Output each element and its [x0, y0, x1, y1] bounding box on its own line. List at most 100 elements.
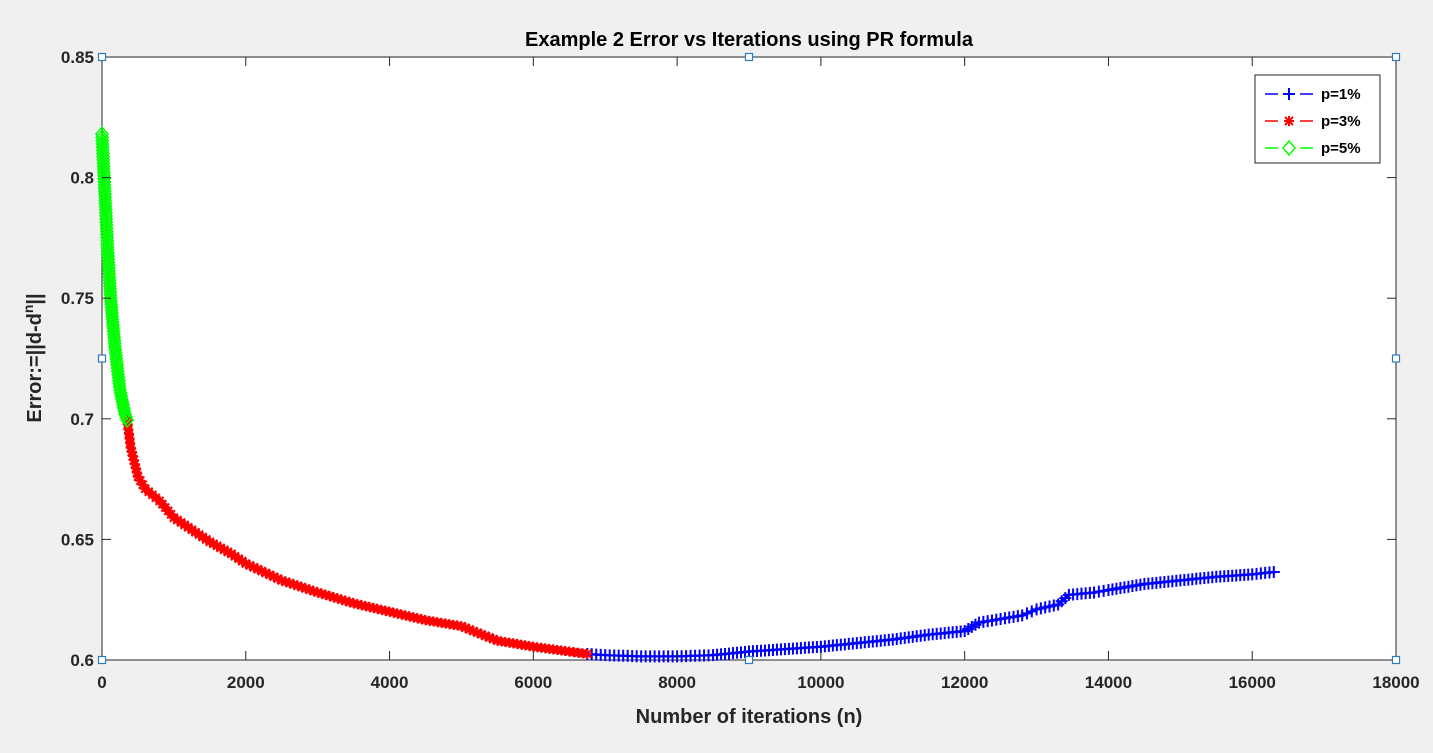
legend[interactable]: p=1% p=3% p=5%	[1254, 74, 1381, 164]
data-point-marker	[264, 569, 275, 580]
x-axis-title: Number of iterations (n)	[636, 706, 863, 728]
data-point-marker	[308, 586, 319, 597]
legend-marker	[1282, 139, 1296, 157]
data-point-marker	[324, 591, 335, 602]
x-tick-label: 18000	[1372, 673, 1419, 692]
data-point-marker	[256, 566, 267, 577]
resize-handle[interactable]	[1391, 354, 1401, 363]
data-point-marker	[476, 629, 487, 640]
y-tick-label: 0.75	[61, 289, 94, 308]
data-point-marker	[312, 587, 323, 598]
data-point-marker	[304, 584, 315, 595]
data-point-marker	[137, 479, 148, 490]
ticks-layer: 0 2000 4000 6000 8000 10000 12000 14000 16000 180…	[61, 48, 1420, 692]
x-tick-label: 16000	[1229, 673, 1276, 692]
data-point-marker	[316, 588, 327, 599]
data-point-marker	[240, 558, 251, 569]
data-point-marker	[215, 542, 226, 553]
data-point-marker	[484, 632, 495, 643]
data-point-marker	[480, 630, 491, 641]
legend-marker	[1283, 88, 1295, 100]
resize-handle[interactable]	[744, 655, 754, 665]
data-point-marker	[280, 576, 291, 587]
x-tick-label: 10000	[797, 673, 844, 692]
data-point-marker	[212, 540, 223, 551]
y-tick-label: 0.8	[70, 169, 94, 188]
data-point-marker	[456, 621, 467, 632]
data-point-marker	[219, 544, 230, 555]
y-axis-title: Error:=||d-dn||	[20, 293, 46, 422]
data-point-marker	[244, 560, 255, 571]
data-point-marker	[464, 624, 475, 635]
series-p=1%	[581, 565, 1280, 663]
data-point-marker	[296, 582, 307, 593]
data-point-marker	[130, 463, 141, 474]
x-tick-label: 14000	[1085, 673, 1132, 692]
data-point-marker	[472, 627, 483, 638]
x-tick-label: 4000	[371, 673, 409, 692]
legend-label: p=3%	[1321, 113, 1361, 130]
resize-handle[interactable]	[97, 52, 107, 62]
data-point-marker	[340, 595, 351, 606]
data-point-marker	[260, 567, 271, 578]
data-point-marker	[222, 546, 233, 557]
data-point-marker	[582, 648, 593, 659]
data-point-marker	[118, 405, 132, 423]
y-axis-title-main: Error:=||d-d	[24, 313, 46, 423]
x-tick-label: 2000	[227, 673, 265, 692]
data-point-marker	[328, 592, 339, 603]
x-tick-label: 0	[97, 673, 106, 692]
data-point-marker	[125, 442, 136, 453]
data-point-marker	[488, 634, 499, 645]
data-point-marker	[276, 575, 287, 586]
y-tick-label: 0.6	[70, 651, 94, 670]
data-point-marker	[288, 579, 299, 590]
data-point-marker	[272, 573, 283, 584]
data-point-marker	[126, 446, 137, 457]
data-point-marker	[204, 536, 215, 547]
legend-label: p=1%	[1321, 86, 1361, 103]
x-tick-label: 12000	[941, 673, 988, 692]
data-point-marker	[131, 467, 142, 478]
resize-handle[interactable]	[97, 354, 107, 363]
selection-handles[interactable]	[97, 52, 1401, 665]
data-point-marker	[460, 622, 471, 633]
series-layer	[95, 126, 1280, 663]
data-point-marker	[128, 455, 139, 466]
legend-marker	[1284, 116, 1294, 126]
y-tick-label: 0.7	[70, 410, 94, 429]
legend-label: p=5%	[1321, 140, 1361, 157]
resize-handle[interactable]	[97, 655, 107, 665]
chart-title: Example 2 Error vs Iterations using PR f…	[525, 29, 974, 51]
data-point-marker	[120, 411, 135, 429]
data-point-marker	[292, 580, 303, 591]
legend-items: p=1% p=3% p=5%	[1265, 86, 1361, 157]
resize-handle[interactable]	[1391, 52, 1401, 62]
data-point-marker	[320, 589, 331, 600]
data-point-marker	[129, 459, 140, 470]
y-tick-label: 0.65	[61, 530, 94, 549]
y-tick-label: 0.85	[61, 48, 94, 67]
data-point-marker	[468, 626, 479, 637]
data-point-marker	[116, 396, 131, 414]
x-tick-label: 8000	[658, 673, 696, 692]
series-p=3%	[122, 415, 593, 659]
data-point-marker	[336, 594, 347, 605]
data-point-marker	[344, 597, 355, 608]
data-point-marker	[1267, 565, 1280, 578]
y-axis-title-tail: ||	[24, 293, 46, 304]
data-point-marker	[127, 451, 138, 462]
plot-area	[101, 56, 1397, 661]
data-point-marker	[332, 593, 343, 604]
x-tick-label: 6000	[514, 673, 552, 692]
resize-handle[interactable]	[1391, 655, 1401, 665]
resize-handle[interactable]	[744, 52, 754, 62]
y-axis-title-superscript: n	[20, 305, 36, 314]
data-point-marker	[268, 571, 279, 582]
data-point-marker	[208, 538, 219, 549]
data-point-marker	[252, 564, 263, 575]
data-point-marker	[248, 562, 259, 573]
legend-box	[1254, 74, 1381, 164]
data-point-marker	[117, 402, 132, 420]
